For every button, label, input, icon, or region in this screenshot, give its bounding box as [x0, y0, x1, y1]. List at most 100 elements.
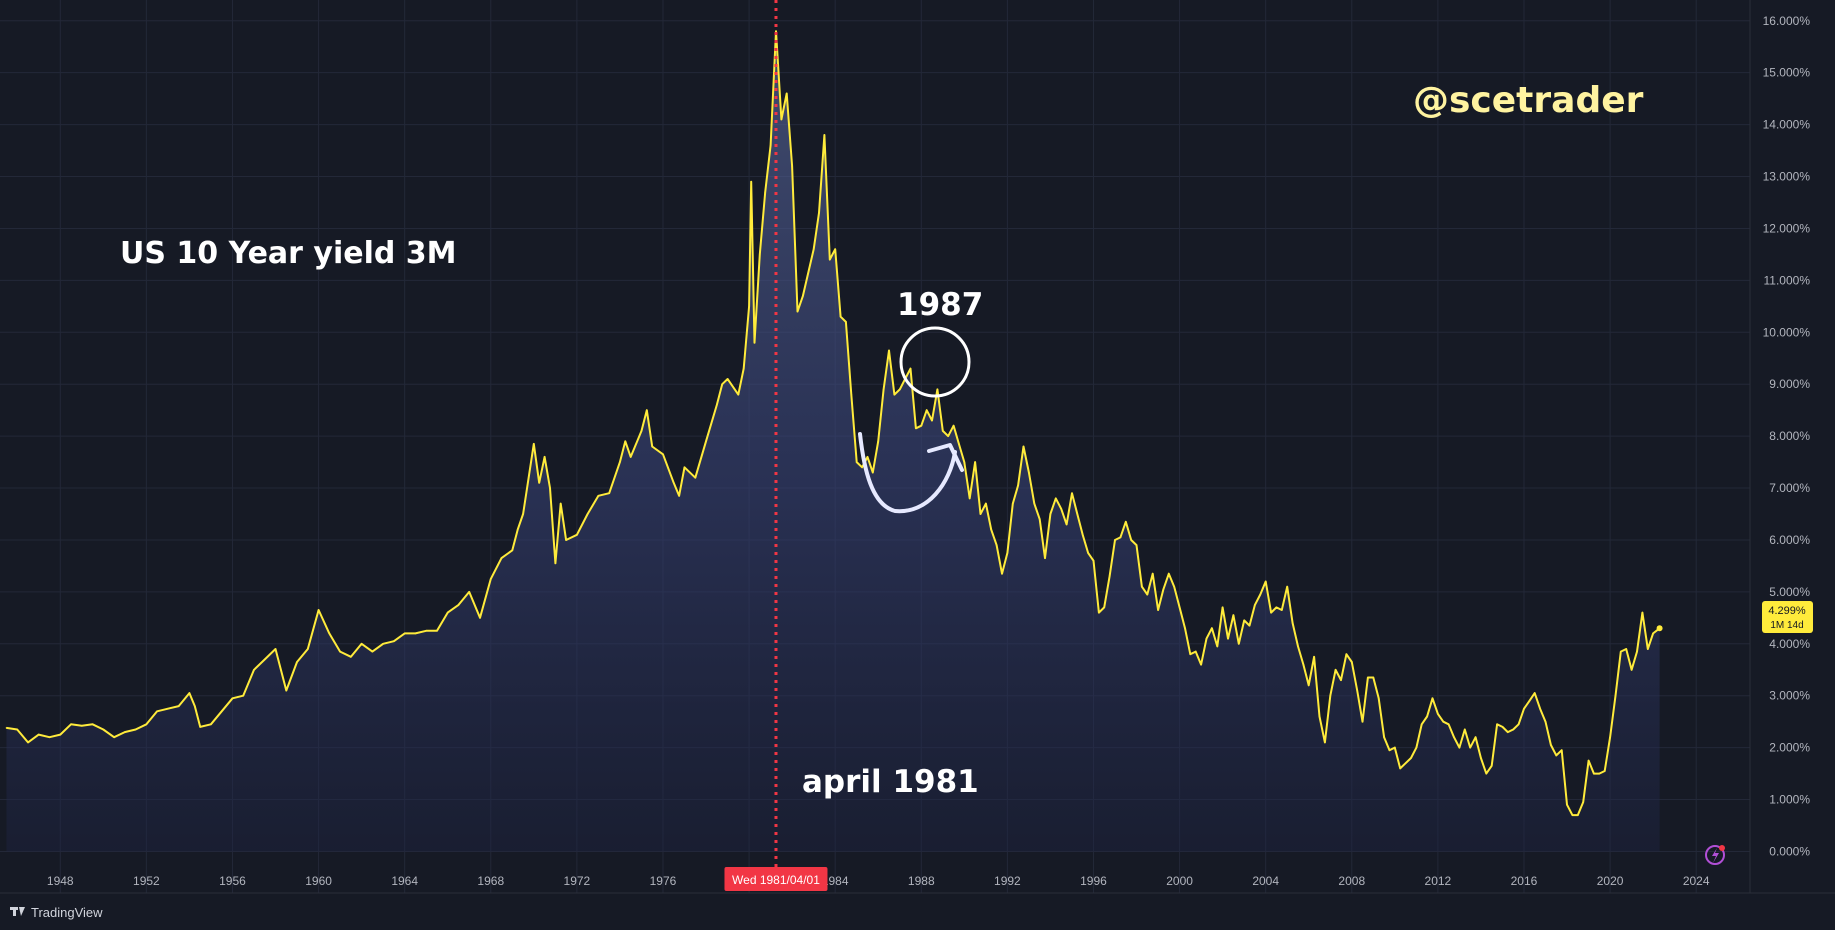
data-point [990, 528, 992, 531]
data-point [59, 733, 62, 736]
x-tick-label: 1996 [1080, 874, 1107, 888]
author-handle: @scetrader [1413, 80, 1644, 121]
data-point [1141, 585, 1143, 588]
data-point [1361, 720, 1364, 723]
data-point [1399, 767, 1401, 770]
data-point [167, 707, 169, 710]
data-point [1324, 741, 1326, 744]
data-point [538, 482, 540, 484]
data-point [1060, 508, 1062, 510]
tradingview-brand[interactable]: TradingView [10, 905, 103, 920]
data-point [1151, 572, 1154, 575]
data-point [1356, 689, 1358, 692]
y-tick-label: 11.000% [1764, 273, 1811, 287]
data-point [1254, 604, 1256, 606]
data-point [672, 482, 675, 484]
data-point [769, 144, 772, 147]
data-point [716, 404, 718, 406]
data-point [1055, 497, 1057, 500]
data-point [549, 487, 551, 489]
price-axis[interactable]: 0.000% 1.000% 2.000% 3.000% 4.000% 5.000% 6.00… [1763, 14, 1811, 859]
data-point [1404, 762, 1407, 764]
data-point [759, 253, 761, 256]
x-tick-label: 1976 [650, 874, 677, 888]
data-point [1437, 713, 1439, 715]
data-point [1647, 648, 1649, 650]
y-tick-label: 14.000% [1763, 118, 1811, 132]
last-value-dot [1656, 625, 1663, 632]
data-point [328, 632, 331, 635]
y-tick-label: 0.000% [1769, 844, 1810, 858]
data-point [1577, 814, 1579, 816]
data-point [1146, 593, 1149, 596]
data-point [646, 409, 648, 412]
data-point [436, 630, 438, 632]
data-point [382, 643, 384, 645]
data-point [834, 248, 836, 250]
data-point [780, 118, 783, 121]
data-point [1114, 539, 1116, 541]
data-point [1420, 723, 1423, 726]
data-point [1496, 723, 1498, 726]
x-tick-label: 1972 [564, 874, 591, 888]
data-point [872, 471, 874, 474]
data-point [1329, 694, 1332, 697]
data-point [468, 591, 471, 593]
data-point [640, 430, 643, 432]
data-point [882, 388, 885, 391]
data-point [597, 495, 600, 497]
data-point [1598, 772, 1601, 775]
x-tick-label: 1964 [391, 874, 418, 888]
data-point [1410, 757, 1412, 759]
y-tick-label: 12.000% [1763, 221, 1811, 235]
lightning-icon[interactable] [1705, 845, 1725, 865]
data-point [1372, 676, 1375, 679]
data-point [624, 440, 627, 443]
data-point [27, 741, 29, 744]
data-point [5, 727, 8, 729]
x-tick-label: 2016 [1511, 874, 1538, 888]
last-price-label[interactable]: 4.299% 1M 14d [1762, 601, 1813, 633]
data-point [1388, 749, 1391, 751]
data-point [651, 445, 653, 448]
data-point [1507, 731, 1509, 733]
data-point [1270, 611, 1272, 614]
data-point [145, 723, 148, 726]
data-point [1523, 707, 1525, 710]
tradingview-logo-icon [10, 907, 25, 916]
data-point [1259, 593, 1262, 596]
data-point [936, 388, 939, 391]
x-tick-label: 2008 [1338, 874, 1365, 888]
data-point [1560, 749, 1563, 751]
data-point [855, 461, 858, 463]
data-point [1028, 471, 1030, 474]
y-tick-label: 6.000% [1769, 533, 1810, 547]
data-point [694, 476, 697, 479]
data-point [242, 694, 244, 697]
data-point [1593, 772, 1595, 775]
data-point [619, 461, 621, 463]
y-tick-label: 7.000% [1769, 481, 1810, 495]
data-point [457, 604, 460, 606]
data-point [1582, 801, 1584, 803]
data-point [1297, 645, 1299, 648]
data-point [1184, 627, 1186, 629]
data-point [393, 640, 395, 642]
data-point [1006, 552, 1009, 554]
data-point [785, 92, 788, 95]
data-point [414, 632, 417, 635]
data-point [516, 528, 519, 531]
data-point [124, 731, 126, 733]
y-tick-label: 5.000% [1769, 585, 1810, 599]
data-point [968, 497, 971, 500]
data-point [177, 705, 180, 707]
data-point [1442, 720, 1445, 723]
x-tick-label: 1984 [822, 874, 849, 888]
data-point [1017, 484, 1019, 487]
data-point [1071, 492, 1073, 495]
data-point [134, 728, 137, 731]
data-point [850, 393, 853, 396]
time-axis[interactable]: 1948195219561960196419681972197619801984… [47, 874, 1710, 888]
data-point [296, 661, 298, 663]
